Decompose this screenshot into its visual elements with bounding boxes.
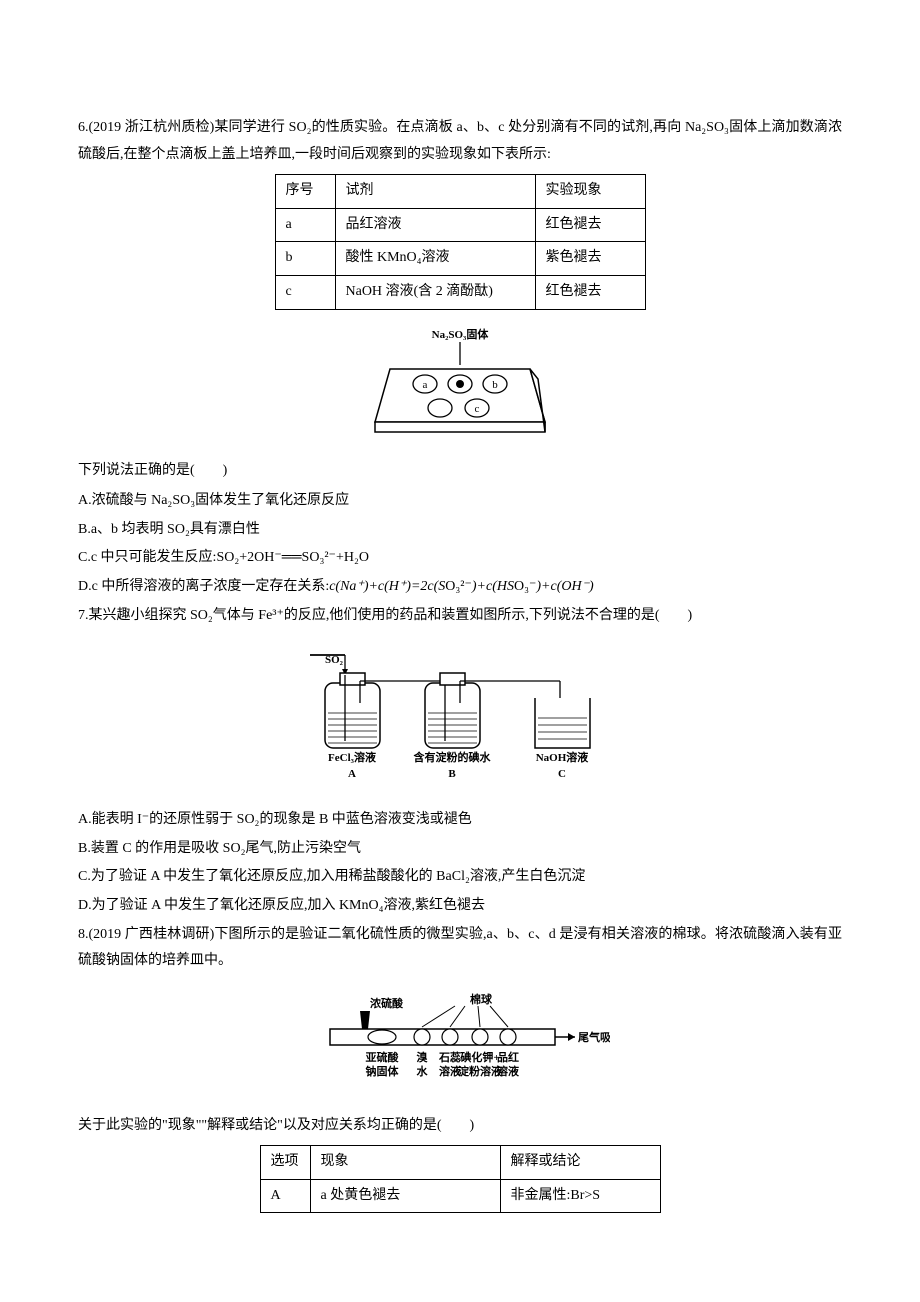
svg-text:溶液: 溶液 (497, 1064, 520, 1078)
well-b: b (492, 379, 498, 391)
table-row: b 酸性 KMnO₄溶液 紫色褪去 (275, 242, 645, 276)
q6-optA: A.浓硫酸与 Na₂SO₃固体发生了氧化还原反应 (78, 488, 842, 515)
naoh-label: NaOH溶液 (536, 750, 590, 764)
q6-stem: 6.(2019 浙江杭州质检)某同学进行 SO₂的性质实验。在点滴板 a、b、c… (78, 115, 842, 168)
svg-text:品红: 品红 (497, 1050, 519, 1064)
lbl-A: A (348, 768, 356, 780)
q7-optC: C.为了验证 A 中发生了氧化还原反应,加入用稀盐酸酸化的 BaCl₂溶液,产生… (78, 864, 842, 891)
q7-apparatus-figure: SO₂ FeCl₃溶液 A 含有淀粉的碘水 B (78, 643, 842, 793)
svg-text:水: 水 (417, 1064, 429, 1078)
svg-text:钠固体: 钠固体 (366, 1064, 400, 1078)
q7-stem: 7.某兴趣小组探究 SO₂气体与 Fe³⁺的反应,他们使用的药品和装置如图所示,… (78, 603, 842, 630)
lbl-C: C (558, 768, 566, 780)
q6-th-2: 实验现象 (535, 175, 645, 209)
tail-label: 尾气吸收 (577, 1030, 610, 1044)
q8-th-2: 解释或结论 (500, 1146, 660, 1180)
q7-optA: A.能表明 I⁻的还原性弱于 SO₂的现象是 B 中蓝色溶液变浅或褪色 (78, 807, 842, 834)
svg-text:亚硫酸: 亚硫酸 (366, 1050, 400, 1064)
q7-optD: D.为了验证 A 中发生了氧化还原反应,加入 KMnO₄溶液,紫红色褪去 (78, 893, 842, 920)
q8-micro-figure: 浓硫酸 棉球 尾气吸收 亚硫酸 钠固体 溴 水 石蕊 溶液 碘化钾+ 淀粉溶液 … (78, 989, 842, 1099)
q6-prompt: 下列说法正确的是( ) (78, 458, 842, 485)
q6-optC: C.c 中只可能发生反应:SO₂+2OH⁻══SO₃²⁻+H₂O (78, 545, 842, 572)
q6-optD: D.c 中所得溶液的离子浓度一定存在关系:c(Na⁺)+c(H⁺)=2c(SO₃… (78, 574, 842, 601)
q6-optB: B.a、b 均表明 SO₂具有漂白性 (78, 517, 842, 544)
starch-label: 含有淀粉的碘水 (413, 750, 492, 764)
q6-th-0: 序号 (275, 175, 335, 209)
svg-text:碘化钾+: 碘化钾+ (459, 1050, 499, 1064)
well-a: a (423, 379, 428, 391)
cotton-label: 棉球 (470, 992, 493, 1006)
q7-optB: B.装置 C 的作用是吸收 SO₂尾气,防止污染空气 (78, 836, 842, 863)
fecl3-label: FeCl₃溶液 (328, 750, 377, 764)
svg-text:石蕊: 石蕊 (438, 1050, 461, 1064)
table-row: c NaOH 溶液(含 2 滴酚酞) 红色褪去 (275, 275, 645, 309)
plate-label: Na₂SO₃固体 (432, 327, 490, 341)
acid-label: 浓硫酸 (370, 996, 404, 1010)
q6-th-1: 试剂 (335, 175, 535, 209)
table-row: A a 处黄色褪去 非金属性:Br>S (260, 1179, 660, 1213)
q8-th-1: 现象 (310, 1146, 500, 1180)
q6-plate-figure: Na₂SO₃固体 a b c (78, 324, 842, 444)
q8-th-0: 选项 (260, 1146, 310, 1180)
q8-stem: 8.(2019 广西桂林调研)下图所示的是验证二氧化硫性质的微型实验,a、b、c… (78, 922, 842, 975)
q8-prompt: 关于此实验的"现象""解释或结论"以及对应关系均正确的是( ) (78, 1113, 842, 1140)
lbl-B: B (448, 768, 456, 780)
well-c: c (475, 403, 480, 415)
table-row: a 品红溶液 红色褪去 (275, 208, 645, 242)
q8-table: 选项 现象 解释或结论 A a 处黄色褪去 非金属性:Br>S (260, 1145, 661, 1213)
q6-table: 序号 试剂 实验现象 a 品红溶液 红色褪去 b 酸性 KMnO₄溶液 紫色褪去… (275, 174, 646, 309)
svg-text:溴: 溴 (417, 1050, 429, 1064)
